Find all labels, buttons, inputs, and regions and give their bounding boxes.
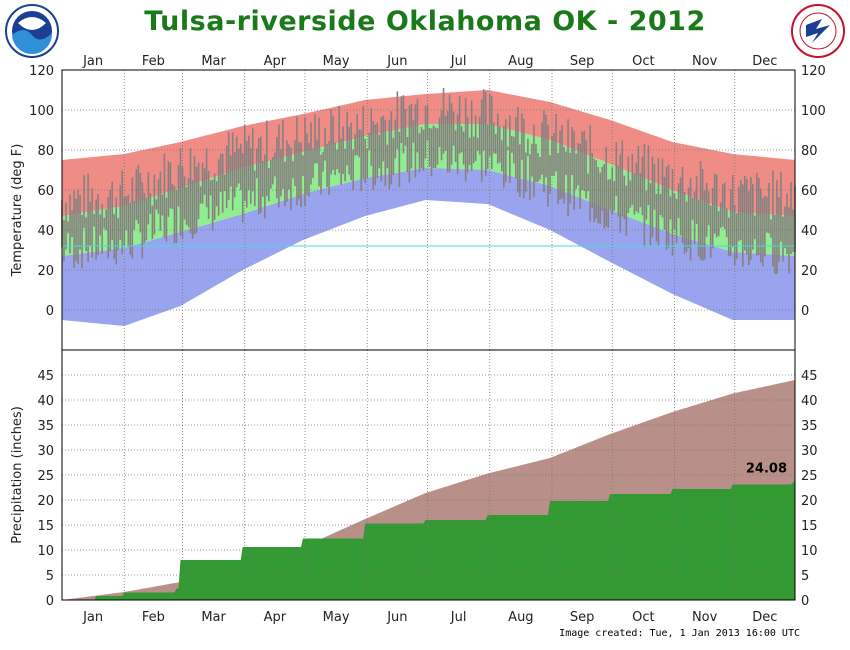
precip-tick-label-right: 30 xyxy=(801,444,818,459)
temperature-panel xyxy=(61,70,796,350)
temp-tick-label-left: 80 xyxy=(37,144,54,159)
precip-tick-label-left: 30 xyxy=(37,444,54,459)
page-title: Tulsa-riverside Oklahoma OK - 2012 xyxy=(144,6,706,37)
precip-tick-label-right: 40 xyxy=(801,394,818,409)
month-label-bottom: May xyxy=(323,610,350,625)
temp-tick-label-right: 100 xyxy=(801,104,826,119)
month-label-bottom: Feb xyxy=(142,610,165,625)
precip-tick-label-right: 25 xyxy=(801,469,818,484)
precip-tick-label-left: 35 xyxy=(37,419,54,434)
month-label-bottom: Mar xyxy=(201,610,226,625)
month-label-top: Jun xyxy=(386,54,407,69)
precip-tick-label-left: 15 xyxy=(37,519,54,534)
observed-precip-area xyxy=(62,479,795,600)
temp-tick-label-left: 100 xyxy=(29,104,54,119)
month-label-bottom: Jan xyxy=(82,610,103,625)
precip-tick-label-left: 0 xyxy=(46,594,54,609)
temp-tick-label-left: 40 xyxy=(37,224,54,239)
month-label-top: Dec xyxy=(752,54,777,69)
month-label-top: Apr xyxy=(264,54,287,69)
precip-tick-label-right: 0 xyxy=(801,594,809,609)
temp-tick-label-left: 20 xyxy=(37,264,54,279)
temp-tick-label-right: 60 xyxy=(801,184,818,199)
image-created-footer: Image created: Tue, 1 Jan 2013 16:00 UTC xyxy=(559,628,800,639)
month-label-bottom: Oct xyxy=(632,610,654,625)
month-label-bottom: Dec xyxy=(752,610,777,625)
month-label-top: Aug xyxy=(508,54,533,69)
precip-tick-label-left: 45 xyxy=(37,369,54,384)
temp-tick-label-left: 0 xyxy=(46,304,54,319)
month-label-top: Mar xyxy=(201,54,226,69)
precip-tick-label-right: 35 xyxy=(801,419,818,434)
temperature-axis-label: Temperature (deg F) xyxy=(10,144,25,278)
temp-tick-label-left: 120 xyxy=(29,64,54,79)
month-label-top: Sep xyxy=(570,54,595,69)
month-label-top: Oct xyxy=(632,54,654,69)
precip-tick-label-right: 15 xyxy=(801,519,818,534)
month-label-bottom: Aug xyxy=(508,610,533,625)
precip-tick-label-left: 40 xyxy=(37,394,54,409)
temp-tick-label-right: 80 xyxy=(801,144,818,159)
record-low-band xyxy=(62,168,795,326)
month-label-top: Jul xyxy=(450,54,467,69)
month-label-top: Feb xyxy=(142,54,165,69)
precipitation-frame xyxy=(61,349,796,601)
temp-tick-label-left: 60 xyxy=(37,184,54,199)
precip-tick-label-right: 5 xyxy=(801,569,809,584)
month-label-bottom: Nov xyxy=(692,610,718,625)
month-label-top: Nov xyxy=(692,54,718,69)
month-label-bottom: Jul xyxy=(450,610,467,625)
precip-tick-label-left: 10 xyxy=(37,544,54,559)
noaa-logo xyxy=(5,4,59,58)
precip-tick-label-right: 45 xyxy=(801,369,818,384)
month-label-bottom: Jun xyxy=(386,610,407,625)
temp-tick-label-right: 120 xyxy=(801,64,826,79)
temp-tick-label-right: 20 xyxy=(801,264,818,279)
month-label-bottom: Apr xyxy=(264,610,287,625)
precipitation-axis-label: Precipitation (inches) xyxy=(10,406,25,544)
axes: 0 0 20 20 40 40 60 60 80 80 100 100 120 120 0 0 5 5 10 10 15… xyxy=(10,54,826,625)
precip-tick-label-left: 5 xyxy=(46,569,54,584)
month-label-top: May xyxy=(323,54,350,69)
precip-tick-label-right: 20 xyxy=(801,494,818,509)
month-label-bottom: Sep xyxy=(570,610,595,625)
nws-logo xyxy=(791,4,845,58)
temp-tick-label-right: 40 xyxy=(801,224,818,239)
precip-tick-label-left: 25 xyxy=(37,469,54,484)
precip-tick-label-right: 10 xyxy=(801,544,818,559)
precip-total-annotation: 24.08 xyxy=(746,462,787,477)
observed-temperature-bars xyxy=(61,88,796,275)
temp-tick-label-right: 0 xyxy=(801,304,809,319)
precip-tick-label-left: 20 xyxy=(37,494,54,509)
month-label-top: Jan xyxy=(82,54,103,69)
record-high-band xyxy=(62,90,795,216)
